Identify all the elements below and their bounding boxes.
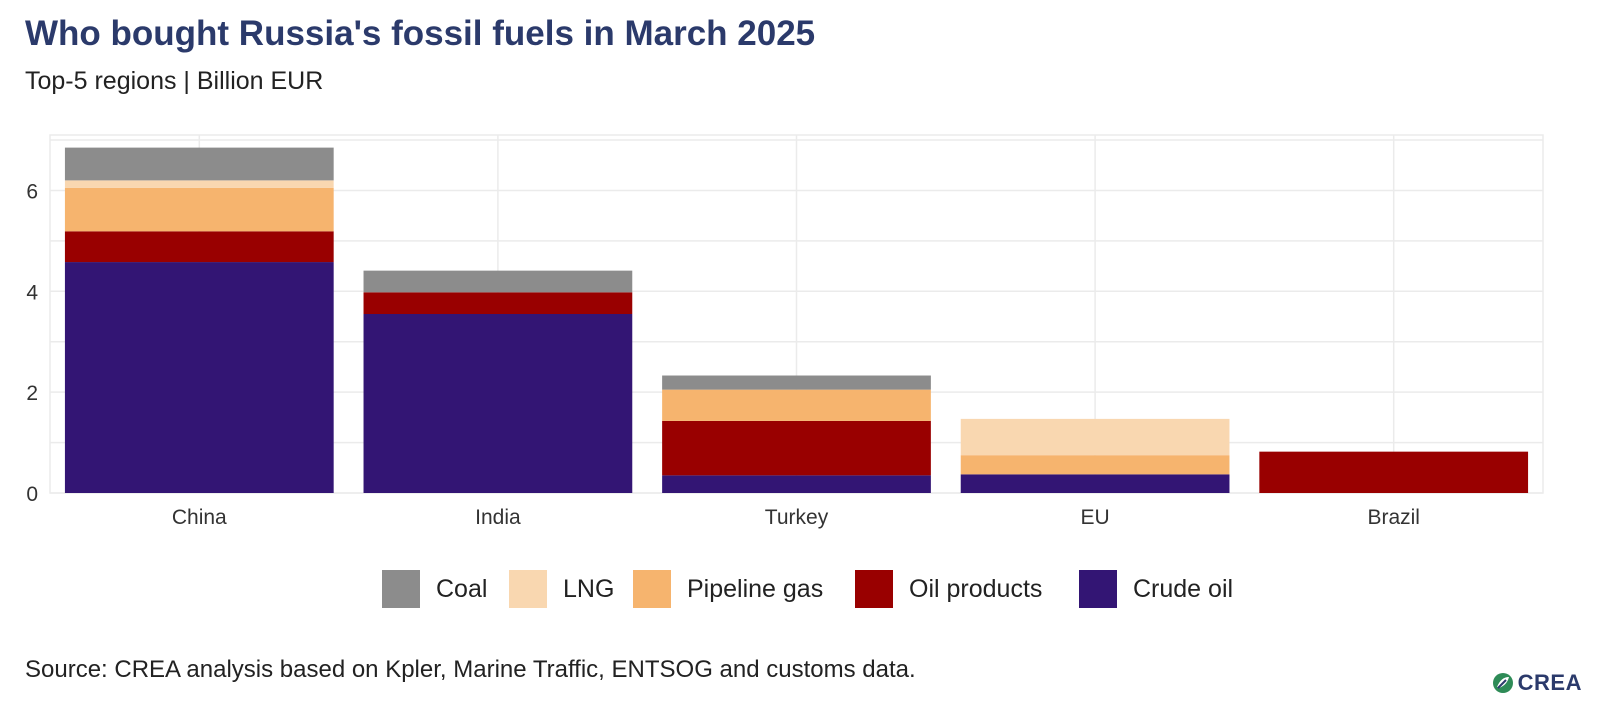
crea-logo: CREA bbox=[1492, 668, 1582, 698]
bar-segment-coal-india bbox=[363, 270, 633, 293]
chart-subtitle: Top-5 regions | Billion EUR bbox=[25, 67, 324, 95]
bar-segment-oil-products-china bbox=[64, 231, 334, 263]
legend-item-lng: LNG bbox=[509, 568, 614, 610]
bar-segment-lng-eu bbox=[960, 418, 1230, 456]
x-tick-label: China bbox=[172, 506, 227, 529]
legend-item-coal: Coal bbox=[382, 568, 487, 610]
legend-swatch-lng bbox=[509, 570, 547, 608]
legend-item-crude-oil: Crude oil bbox=[1079, 568, 1233, 610]
x-tick-label: India bbox=[475, 506, 521, 529]
x-tick-label: Brazil bbox=[1367, 506, 1420, 529]
bar-segment-coal-china bbox=[64, 147, 334, 181]
logo-text: CREA bbox=[1517, 670, 1582, 695]
legend-label-oil-products: Oil products bbox=[909, 574, 1043, 603]
legend: Coal LNG Pipeline gas Oil products Crude… bbox=[0, 568, 1600, 610]
bar-segment-crude-oil-turkey bbox=[662, 475, 931, 493]
legend-label-coal: Coal bbox=[436, 574, 488, 603]
bar-segment-pipeline-gas-turkey bbox=[662, 389, 931, 421]
legend-item-pipeline-gas: Pipeline gas bbox=[633, 568, 823, 610]
x-tick-label: EU bbox=[1081, 506, 1110, 529]
y-tick-label: 6 bbox=[26, 180, 38, 203]
bar-segment-pipeline-gas-eu bbox=[960, 455, 1230, 475]
legend-label-lng: LNG bbox=[563, 574, 615, 603]
legend-label-pipeline-gas: Pipeline gas bbox=[687, 574, 824, 603]
axis-layer: 0 2 4 6 China India Turkey EU Brazil bbox=[26, 180, 1420, 529]
bars-layer bbox=[64, 147, 1529, 493]
bar-segment-crude-oil-india bbox=[363, 314, 633, 493]
bar-segment-crude-oil-china bbox=[64, 262, 334, 493]
bar-segment-crude-oil-eu bbox=[960, 474, 1230, 493]
bar-segment-oil-products-brazil bbox=[1259, 451, 1529, 493]
x-tick-label: Turkey bbox=[765, 506, 829, 529]
bar-segment-coal-turkey bbox=[662, 375, 931, 390]
legend-swatch-oil-products bbox=[855, 570, 893, 608]
bar-segment-lng-china bbox=[64, 180, 334, 188]
legend-swatch-crude-oil bbox=[1079, 570, 1117, 608]
crea-leaf-icon bbox=[1492, 673, 1513, 693]
y-tick-label: 0 bbox=[26, 483, 38, 506]
stacked-bar-chart: 0 2 4 6 China India Turkey EU Brazil bbox=[26, 134, 1544, 529]
legend-label-crude-oil: Crude oil bbox=[1133, 574, 1234, 603]
source-note: Source: CREA analysis based on Kpler, Ma… bbox=[25, 656, 916, 683]
y-tick-label: 2 bbox=[26, 382, 38, 405]
bar-segment-pipeline-gas-china bbox=[64, 187, 334, 232]
bar-segment-oil-products-turkey bbox=[662, 420, 931, 476]
bar-segment-oil-products-india bbox=[363, 292, 633, 314]
legend-item-oil-products: Oil products bbox=[855, 568, 1042, 610]
legend-swatch-pipeline-gas bbox=[633, 570, 671, 608]
y-tick-label: 4 bbox=[26, 281, 38, 304]
legend-swatch-coal bbox=[382, 570, 420, 608]
chart-title: Who bought Russia's fossil fuels in Marc… bbox=[25, 14, 816, 53]
